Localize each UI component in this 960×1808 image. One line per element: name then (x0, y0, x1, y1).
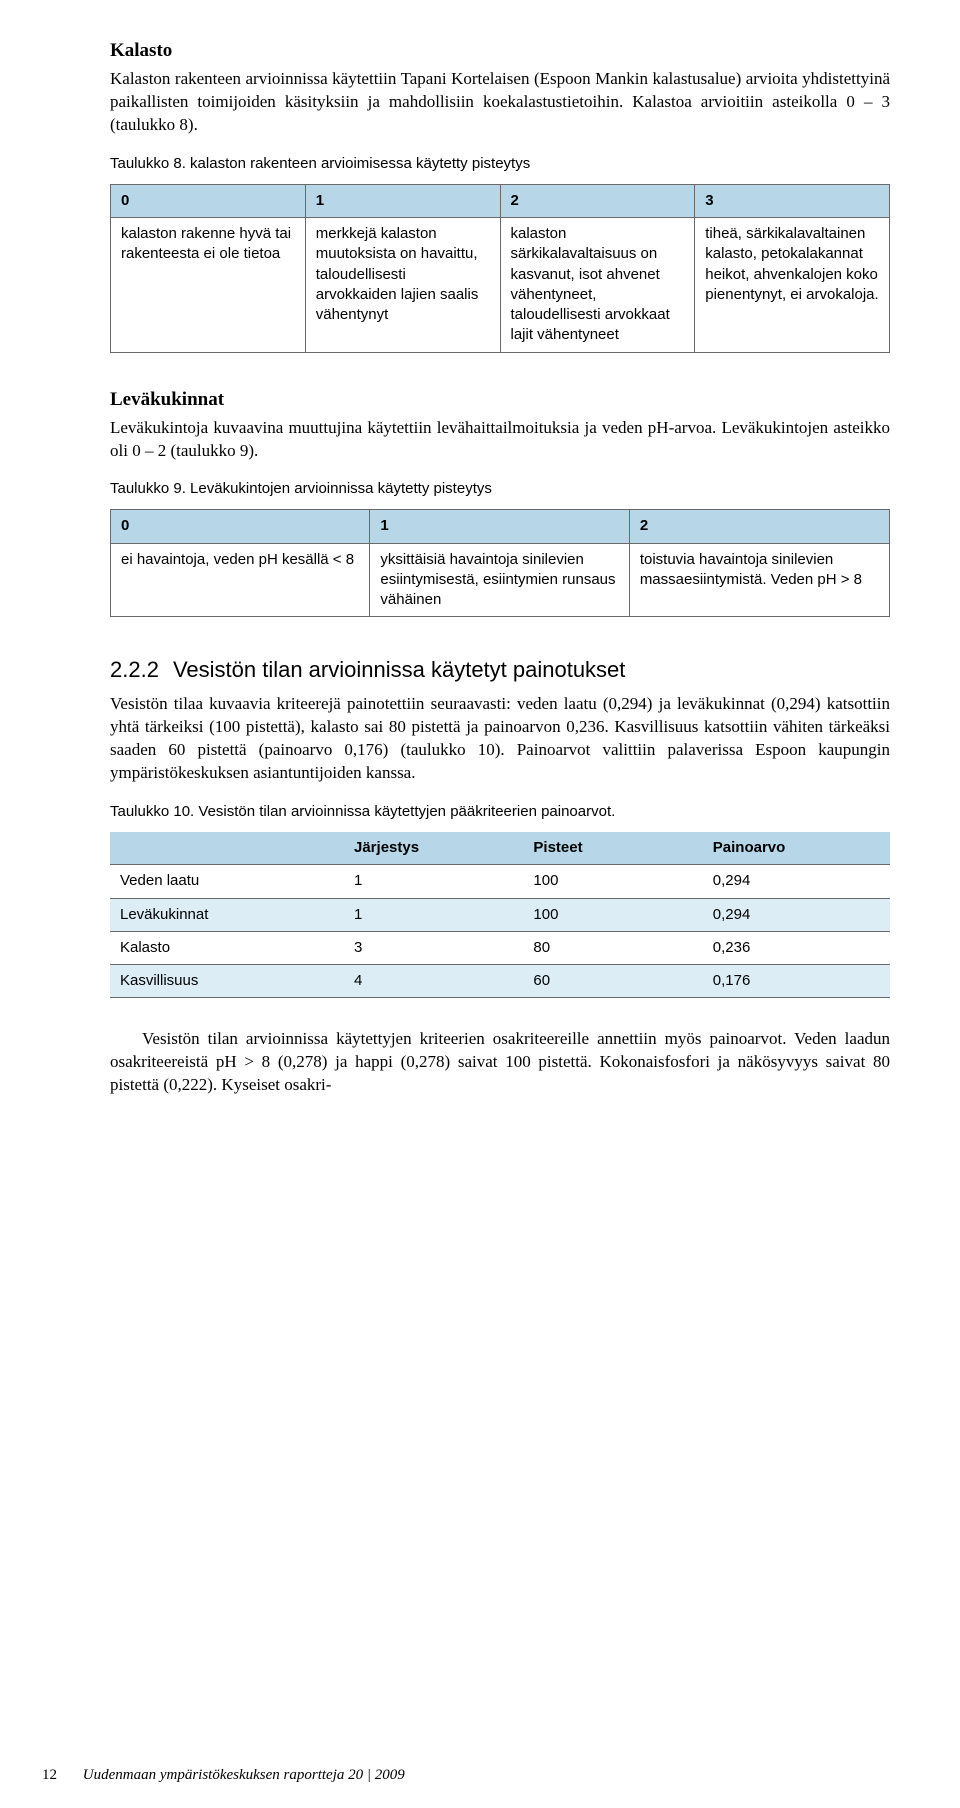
table10-r0-jarjestys: 1 (344, 865, 523, 898)
table10-r0-pisteet: 100 (523, 865, 702, 898)
table10-r3-painoarvo: 0,176 (703, 965, 890, 998)
levakukinnat-paragraph: Leväkukintoja kuvaavina muuttujina käyte… (110, 417, 890, 463)
table-row: kalaston rakenne hyvä tai rakenteesta ei… (111, 218, 890, 353)
table9-cell-1: yksittäisiä havaintoja sinilevien esiint… (370, 543, 629, 617)
table8-col-0: 0 (111, 184, 306, 217)
table10-r2-pisteet: 80 (523, 931, 702, 964)
table10: Järjestys Pisteet Painoarvo Veden laatu … (110, 832, 890, 998)
table10-r2-painoarvo: 0,236 (703, 931, 890, 964)
table10-r1-jarjestys: 1 (344, 898, 523, 931)
table-row: Kalasto 3 80 0,236 (110, 931, 890, 964)
table10-r1-pisteet: 100 (523, 898, 702, 931)
section-heading-levakukinnat: Leväkukinnat (110, 389, 890, 411)
table9-caption: Taulukko 9. Leväkukintojen arvioinnissa … (110, 480, 890, 497)
publication-text: Uudenmaan ympäristökeskuksen raportteja … (83, 1767, 405, 1783)
table9-col-0: 0 (111, 510, 370, 543)
table10-r3-jarjestys: 4 (344, 965, 523, 998)
table8-col-3: 3 (695, 184, 890, 217)
table-row: ei havaintoja, veden pH kesällä < 8 yksi… (111, 543, 890, 617)
table9: 0 1 2 ei havaintoja, veden pH kesällä < … (110, 509, 890, 617)
table8-col-1: 1 (305, 184, 500, 217)
table-row: Veden laatu 1 100 0,294 (110, 865, 890, 898)
painotus-paragraph-2: Vesistön tilan arvioinnissa käytettyjen … (110, 1028, 890, 1097)
kalasto-paragraph: Kalaston rakenteen arvioinnissa käytetti… (110, 68, 890, 137)
table8-cell-0: kalaston rakenne hyvä tai rakenteesta ei… (111, 218, 306, 353)
table-row: Kasvillisuus 4 60 0,176 (110, 965, 890, 998)
table10-r3-pisteet: 60 (523, 965, 702, 998)
table10-r2-jarjestys: 3 (344, 931, 523, 964)
table8-cell-2: kalaston särkikalavaltaisuus on kasvanut… (500, 218, 695, 353)
table8-cell-1: merkkejä kalaston muutoksista on havaitt… (305, 218, 500, 353)
table8-cell-3: tiheä, särkikalavaltainen kalasto, petok… (695, 218, 890, 353)
subsection-number: 2.2.2 (110, 657, 159, 682)
table-row: Leväkukinnat 1 100 0,294 (110, 898, 890, 931)
table10-colh-empty (110, 832, 344, 865)
table10-colh-jarjestys: Järjestys (344, 832, 523, 865)
table8: 0 1 2 3 kalaston rakenne hyvä tai rakent… (110, 184, 890, 353)
table10-colh-painoarvo: Painoarvo (703, 832, 890, 865)
table10-r1-painoarvo: 0,294 (703, 898, 890, 931)
table10-colh-pisteet: Pisteet (523, 832, 702, 865)
table10-r0-painoarvo: 0,294 (703, 865, 890, 898)
subsection-heading-222: 2.2.2 Vesistön tilan arvioinnissa käytety… (110, 657, 890, 683)
table8-col-2: 2 (500, 184, 695, 217)
table10-r2-label: Kalasto (110, 931, 344, 964)
table10-r3-label: Kasvillisuus (110, 965, 344, 998)
table10-r0-label: Veden laatu (110, 865, 344, 898)
table10-caption: Taulukko 10. Vesistön tilan arvioinnissa… (110, 803, 890, 820)
table9-col-2: 2 (629, 510, 889, 543)
table9-cell-2: toistuvia havaintoja sinilevien massaesi… (629, 543, 889, 617)
painotus-paragraph: Vesistön tilaa kuvaavia kriteerejä paino… (110, 693, 890, 785)
page-number: 12 (42, 1767, 57, 1783)
table9-cell-0: ei havaintoja, veden pH kesällä < 8 (111, 543, 370, 617)
table9-col-1: 1 (370, 510, 629, 543)
subsection-title: Vesistön tilan arvioinnissa käytetyt pai… (173, 657, 625, 682)
section-heading-kalasto: Kalasto (110, 40, 890, 62)
table10-r1-label: Leväkukinnat (110, 898, 344, 931)
table8-caption: Taulukko 8. kalaston rakenteen arvioimis… (110, 155, 890, 172)
page-footer: 12 Uudenmaan ympäristökeskuksen raportte… (42, 1767, 405, 1784)
